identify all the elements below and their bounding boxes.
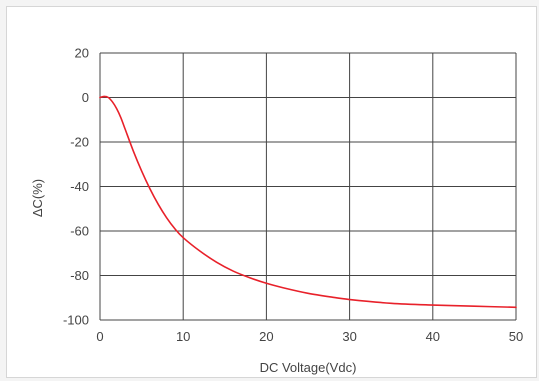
x-tick-label: 50	[509, 329, 523, 344]
x-tick-label: 20	[259, 329, 273, 344]
x-axis-title: DC Voltage(Vdc)	[260, 360, 357, 375]
y-tick-label: -20	[70, 135, 89, 150]
y-tick-labels: 20 0 -20 -40 -60 -80 -100	[63, 46, 89, 328]
y-tick-label: 20	[75, 46, 89, 61]
y-tick-label: 0	[82, 90, 89, 105]
y-tick-label: -80	[70, 268, 89, 283]
x-tick-label: 40	[426, 329, 440, 344]
x-tick-labels: 0 10 20 30 40 50	[96, 329, 523, 344]
series-line	[99, 95, 517, 309]
y-axis-title: ΔC(%)	[30, 179, 45, 217]
y-tick-label: -40	[70, 179, 89, 194]
y-tick-label: -60	[70, 224, 89, 239]
y-tick-label: -100	[63, 313, 89, 328]
x-tick-label: 0	[96, 329, 103, 344]
x-tick-label: 10	[176, 329, 190, 344]
chart-frame	[6, 6, 537, 378]
grid-lines	[99, 52, 517, 321]
x-tick-label: 30	[342, 329, 356, 344]
data-series	[99, 95, 517, 309]
